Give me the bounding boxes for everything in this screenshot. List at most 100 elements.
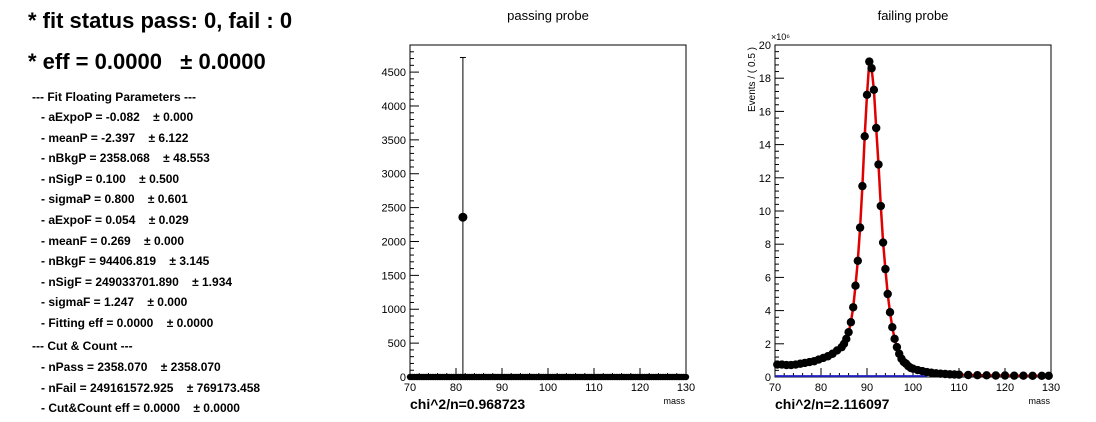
y-tick-label: 18: [759, 73, 771, 85]
data-point: [858, 181, 867, 191]
fit-param-line: - nBkgF = 94406.819 ± 3.145: [41, 254, 210, 269]
y-tick-label: 12: [759, 173, 771, 185]
x-tick-label: 120: [631, 382, 649, 394]
data-point: [881, 264, 890, 274]
data-point: [860, 132, 869, 141]
cutcount-line: - Cut&Count eff = 0.0000 ± 0.0000: [41, 401, 240, 416]
zero-bin-marker: [682, 373, 690, 381]
data-point: [862, 90, 872, 100]
fit-param-line: - Fitting eff = 0.0000 ± 0.0000: [41, 316, 214, 330]
y-tick-label: 20: [759, 40, 771, 52]
data-point: [849, 303, 858, 312]
fit-param-line: - aExpoP = -0.082 ± 0.000: [41, 110, 194, 124]
data-point: [888, 323, 897, 332]
data-point: [1019, 371, 1028, 380]
cutcount-title: --- Cut & Count ---: [32, 339, 133, 353]
chart-title: passing probe: [507, 8, 589, 23]
y-axis-exponent: ×10⁶: [771, 32, 790, 42]
y-tick-label: 10: [759, 206, 771, 218]
fit-param-line: - sigmaF = 1.247 ± 0.000: [41, 295, 188, 310]
x-tick-label: 90: [861, 382, 873, 394]
efficiency-text: * eff = 0.0000 ± 0.0000: [28, 49, 266, 74]
fit-param-line: - sigmaP = 0.800 ± 0.601: [41, 192, 188, 207]
fit-params-title: --- Fit Floating Parameters ---: [32, 90, 197, 104]
fit-curve: [777, 60, 1049, 378]
data-point: [1028, 371, 1037, 381]
data-point: [846, 318, 856, 327]
data-point: [973, 370, 982, 380]
data-point: [890, 334, 899, 344]
x-tick-label: 70: [404, 382, 416, 394]
chi2-label: chi^2/n=0.968723: [410, 396, 525, 412]
fit-param-line: - aExpoF = 0.054 ± 0.029: [41, 213, 189, 227]
x-tick-label: 80: [815, 382, 827, 394]
cutcount-line: - nFail = 249161572.925 ± 769173.458: [41, 380, 261, 395]
y-tick-label: 1500: [382, 270, 406, 282]
failing-probe-chart: failing probe 70 80 90 100 110 120 130 mass 0 2 4 6 8…: [747, 8, 1060, 412]
x-axis-label: mass: [1028, 396, 1050, 406]
data-point: [458, 212, 468, 222]
x-tick-label: 130: [1042, 382, 1060, 394]
fit-param-line: - nBkgP = 2358.068 ± 48.553: [41, 151, 210, 166]
data-point: [878, 238, 888, 247]
data-point: [874, 160, 883, 169]
data-point: [844, 327, 853, 337]
y-tick-label: 4: [765, 306, 771, 318]
data-point: [892, 342, 902, 352]
chi2-label: chi^2/n=2.116097: [775, 396, 890, 412]
data-point: [851, 281, 860, 290]
y-tick-label: 2000: [382, 236, 406, 248]
data-point: [869, 85, 879, 95]
x-tick-label: 100: [904, 382, 922, 394]
y-tick-label: 0: [400, 372, 406, 384]
passing-probe-chart: passing probe 70 80 90 100 110 120 130 mass 0 500 1…: [382, 8, 696, 412]
y-tick-label: 3000: [382, 169, 406, 181]
data-point: [853, 256, 862, 265]
x-tick-label: 90: [496, 382, 508, 394]
data-point: [982, 371, 991, 380]
data-point: [865, 57, 874, 66]
y-tick-label: 8: [765, 239, 771, 251]
data-point: [1044, 371, 1053, 381]
cutcount-line: - nPass = 2358.070 ± 2358.070: [41, 360, 221, 374]
data-point: [1000, 371, 1010, 380]
x-tick-label: 110: [585, 382, 603, 394]
data-point: [1037, 371, 1047, 381]
y-tick-label: 2500: [382, 203, 406, 215]
data-point: [964, 370, 973, 380]
fit-param-line: - meanP = -2.397 ± 6.122: [41, 130, 189, 145]
plot-frame: [774, 44, 1052, 378]
fit-param-line: - nSigP = 0.100 ± 0.500: [41, 171, 180, 186]
x-tick-label: 110: [950, 382, 968, 394]
chart-title: failing probe: [878, 8, 949, 23]
y-tick-label: 0: [765, 372, 771, 384]
data-point: [855, 223, 865, 232]
fit-param-line: - nSigF = 249033701.890 ± 1.934: [41, 274, 233, 289]
y-tick-label: 16: [759, 106, 771, 118]
y-tick-label: 4000: [382, 101, 406, 113]
x-tick-label: 130: [677, 382, 695, 394]
y-tick-label: 3500: [382, 135, 406, 147]
data-point: [1010, 371, 1019, 380]
y-tick-label: 500: [388, 338, 406, 350]
data-point: [867, 64, 876, 73]
y-tick-label: 1000: [382, 304, 406, 316]
fit-param-line: - meanF = 0.269 ± 0.000: [41, 233, 184, 248]
data-point: [883, 289, 892, 299]
data-point: [991, 371, 1000, 380]
data-point: [876, 201, 885, 211]
x-axis-label: mass: [663, 396, 685, 406]
x-tick-label: 120: [996, 382, 1014, 394]
y-axis-label: Events / ( 0.5 ): [747, 47, 758, 112]
y-tick-label: 2: [765, 339, 771, 351]
plot-frame: [409, 44, 687, 378]
y-tick-label: 14: [759, 140, 771, 152]
data-point: [885, 308, 895, 317]
fit-status-text: * fit status pass: 0, fail : 0: [28, 8, 293, 33]
y-tick-label: 4500: [382, 67, 406, 79]
x-tick-label: 80: [450, 382, 462, 394]
data-point: [954, 370, 964, 379]
y-tick-label: 6: [765, 272, 771, 284]
data-point: [842, 334, 851, 344]
